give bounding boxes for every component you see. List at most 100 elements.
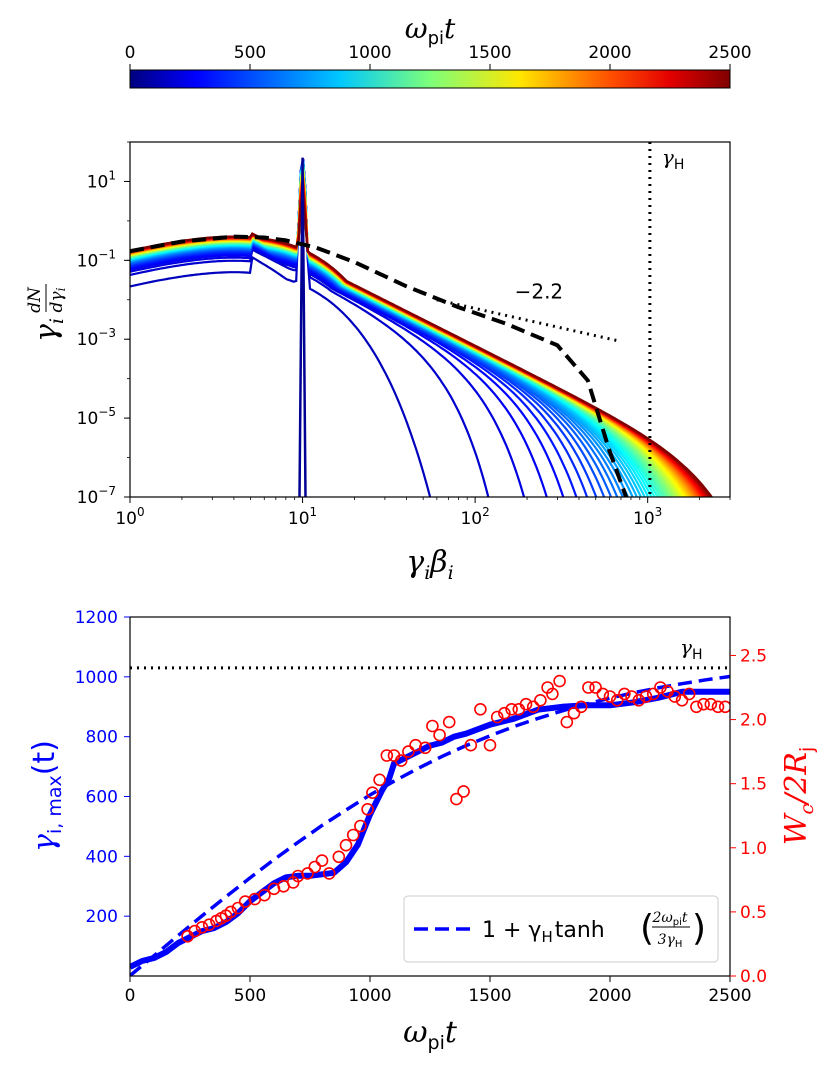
wc-point — [618, 687, 631, 701]
x-tick-label: 103 — [633, 505, 662, 529]
wc-point — [195, 920, 209, 934]
wc-point — [675, 693, 689, 707]
spectrum-x-ticks: 100 101 102 103 — [115, 497, 731, 529]
model-curve-dashed — [130, 674, 730, 976]
x-tick-label: 2000 — [588, 986, 631, 1006]
gamma-h-label: γH — [662, 145, 684, 173]
wc-point — [322, 867, 336, 880]
gamma-right-y-ticks: 0.0 0.5 1.0 1.5 2.0 2.5 — [730, 646, 767, 987]
y-left-tick-label: 200 — [86, 907, 118, 927]
spectrum-axes-frame — [129, 141, 731, 498]
wc-point — [646, 687, 660, 701]
x-tick-label: 102 — [460, 505, 489, 529]
wc-point — [433, 728, 446, 742]
wc-point — [474, 702, 487, 716]
wc-point — [346, 828, 360, 842]
colorbar-tick-label: 2000 — [588, 43, 631, 63]
colorbar-tick-label: 2500 — [708, 43, 751, 63]
svg-text:(: ( — [640, 908, 654, 949]
gamma-h-label-bottom: γH — [680, 635, 702, 663]
wc-point — [574, 700, 588, 714]
wc-point — [354, 819, 367, 833]
wc-point — [505, 702, 518, 716]
y-right-tick-label: 1.0 — [740, 839, 767, 859]
wc-point — [704, 697, 718, 711]
y-tick-label: 10−3 — [77, 326, 116, 350]
wc-point — [464, 738, 478, 752]
svg-text:dN: dN — [25, 286, 45, 313]
x-tick-label: 500 — [234, 986, 266, 1006]
wc-point — [366, 786, 379, 800]
gamma-x-ticks: 0 500 1000 1500 2000 2500 — [125, 976, 752, 1006]
wc-point — [402, 745, 415, 758]
slope-label: −2.2 — [515, 280, 564, 304]
colorbar-ticks: 0 500 1000 1500 2000 2500 — [125, 43, 752, 70]
colorbar-tick-label: 0 — [125, 43, 136, 63]
wc-point — [711, 700, 725, 714]
wc-point — [457, 785, 470, 798]
wc-point — [308, 860, 322, 874]
svg-text:): ) — [692, 908, 706, 949]
wc-point — [546, 687, 559, 701]
spectrum-x-label: γiβi — [406, 545, 453, 584]
x-tick-label: 1500 — [468, 986, 511, 1006]
wc-point — [668, 690, 682, 703]
wc-point — [188, 924, 202, 938]
spectrum-curves — [130, 157, 714, 497]
wc-point — [654, 681, 667, 694]
wc-point — [498, 706, 511, 720]
colorbar-label: ωpit — [405, 12, 456, 49]
wc-point — [690, 700, 703, 714]
wc-point — [339, 838, 353, 852]
wc-point — [603, 690, 617, 703]
y-left-tick-label: 800 — [86, 728, 118, 748]
y-right-tick-label: 1.5 — [740, 775, 767, 795]
y-right-tick-label: 0.0 — [740, 967, 767, 987]
x-tick-label: 2500 — [708, 986, 751, 1006]
legend-frac-den: 3γH — [658, 932, 683, 950]
y-tick-label: 101 — [87, 168, 116, 192]
wc-point — [450, 792, 463, 806]
gamma-left-y-ticks: 200 400 600 800 1000 1200 — [75, 608, 130, 927]
colorbar-tick-label: 1000 — [348, 43, 391, 63]
svg-text:dγi: dγi — [47, 287, 68, 312]
wc-point — [224, 905, 238, 919]
initial-spike — [298, 157, 307, 497]
wc-point — [534, 693, 547, 707]
gamma-right-y-label: Wc/2Rj — [779, 747, 818, 846]
y-left-tick-label: 1200 — [75, 608, 118, 628]
wc-point — [231, 901, 245, 915]
y-tick-label: 10−1 — [77, 247, 116, 271]
wc-point — [553, 674, 566, 688]
wc-point — [373, 773, 386, 787]
y-tick-label: 10−5 — [77, 405, 116, 429]
wc-point — [567, 706, 581, 720]
wc-point — [610, 693, 624, 707]
wc-point — [442, 715, 456, 729]
wc-point — [202, 918, 216, 932]
spectrum-curve — [130, 158, 490, 497]
legend-frac-num: 2ωpit — [651, 910, 687, 928]
wc-point — [682, 687, 696, 701]
wc-point — [418, 741, 432, 755]
wc-point — [632, 693, 646, 707]
wc-point — [589, 681, 602, 694]
spectrum-curve — [130, 197, 714, 497]
x-tick-label: 0 — [125, 986, 136, 1006]
y-right-tick-label: 2.0 — [740, 711, 767, 731]
wc-points — [181, 674, 730, 943]
x-tick-label: 1000 — [348, 986, 391, 1006]
y-tick-label: 10−7 — [77, 484, 116, 508]
wc-point — [697, 697, 710, 711]
colorbar-tick-label: 500 — [234, 43, 266, 63]
wc-point — [380, 749, 394, 762]
wc-point — [596, 687, 610, 701]
svg-text:γi: γi — [29, 318, 68, 342]
wc-point — [625, 690, 638, 703]
colorbar-gradient — [129, 69, 731, 89]
wc-point — [361, 802, 374, 816]
spectrum-y-ticks: 101 10−1 10−3 10−5 10−7 — [77, 141, 130, 508]
wc-point — [526, 700, 540, 714]
wc-point — [332, 850, 346, 864]
